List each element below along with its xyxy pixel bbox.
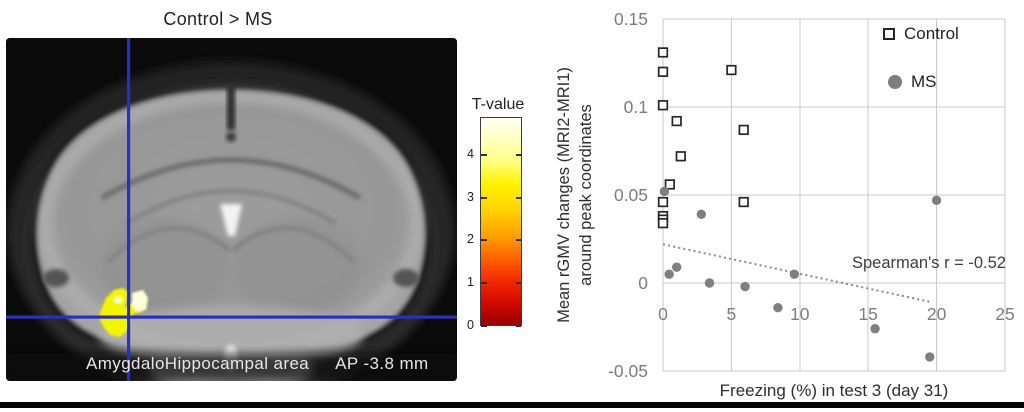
x-axis-label: Freezing (%) in test 3 (day 31): [719, 381, 949, 400]
control-point: [657, 66, 669, 77]
colorbar-tick-label: 1: [467, 275, 474, 290]
legend-ms-label: MS: [911, 72, 937, 91]
colorbar-tick-mark: [481, 196, 487, 199]
activation-cluster: [99, 288, 148, 337]
y-tick-label: 0: [638, 273, 648, 293]
x-tick-label: 15: [858, 304, 878, 324]
ms-point: [740, 281, 750, 292]
midline-groove: [227, 84, 235, 130]
control-legend-marker-icon: [883, 28, 895, 40]
ms-point: [870, 324, 880, 334]
y-tick-label: 0.05: [613, 185, 648, 205]
lateral-dark-right: [393, 269, 419, 287]
colorbar-tick-mark: [516, 196, 521, 199]
colorbar-tick-label: 4: [467, 146, 474, 161]
thalamus-right: [232, 218, 360, 314]
corpus-callosum: [100, 157, 362, 201]
colorbar-title: T-value: [471, 96, 525, 113]
mri-frame: AmygdaloHippocampal area AP -3.8 mm: [6, 38, 457, 381]
control-point: [657, 196, 669, 208]
y-axis-label-line1: Mean rGMV changes (MRI2-MRI1): [555, 67, 573, 323]
x-tick-label: 0: [658, 304, 668, 324]
x-tick-label: 25: [995, 304, 1015, 324]
control-point: [664, 179, 675, 190]
control-point: [657, 47, 669, 58]
colorbar-tick-mark: [516, 282, 521, 285]
activation-peak: [114, 297, 122, 303]
ap-coordinate-label: AP -3.8 mm: [335, 354, 429, 373]
colorbar-tick-label: 3: [467, 189, 474, 204]
figure-bottom-border: [0, 402, 1024, 408]
colorbar: [480, 117, 522, 326]
ms-legend-marker-icon: [888, 75, 902, 89]
x-tick-label: 10: [790, 304, 810, 324]
mri-caption: AmygdaloHippocampal area AP -3.8 mm: [86, 354, 451, 374]
control-point: [657, 218, 669, 229]
lateral-dark-left: [43, 269, 69, 287]
ms-point: [696, 209, 707, 220]
y-tick-label: 0.1: [623, 97, 648, 117]
colorbar-tick-mark: [516, 239, 521, 242]
colorbar-tick-mark: [481, 239, 487, 242]
legend-control: Control: [883, 24, 959, 44]
control-point: [657, 100, 669, 111]
y-axis-label-line2: around peak coordinates: [577, 104, 595, 286]
ms-point: [659, 186, 670, 197]
ms-point: [704, 278, 715, 288]
ms-point: [773, 302, 783, 313]
midline-notch: [226, 132, 236, 142]
x-tick-label: 20: [926, 304, 947, 324]
crosshair-vertical-line: [127, 38, 131, 381]
control-point: [671, 115, 682, 127]
ms-point: [931, 195, 942, 205]
inner-band: [125, 189, 337, 226]
control-point: [675, 151, 686, 162]
colorbar-tick-label: 0: [467, 318, 474, 332]
colorbar-tick-label: 2: [467, 232, 474, 247]
ms-point: [925, 352, 935, 362]
legend-ms: MS: [888, 72, 937, 92]
thalamus-left: [102, 218, 230, 314]
caption-strip: [6, 354, 457, 381]
colorbar-tick-mark: [481, 153, 487, 156]
colorbar-tick-mark: [481, 282, 487, 285]
control-point: [738, 124, 749, 136]
trendline: [662, 243, 933, 304]
y-tick-label: -0.05: [608, 361, 648, 381]
legend-control-label: Control: [904, 24, 959, 43]
brain-mri-image: [6, 38, 457, 381]
activation-highlight: [132, 290, 148, 311]
ms-point: [664, 269, 674, 279]
midline-bright-top: [220, 204, 242, 236]
spearman-annotation: Spearman's r = -0.52: [851, 254, 1006, 272]
y-tick-label: 0.15: [613, 9, 648, 29]
colorbar-tick-mark: [481, 325, 487, 327]
control-point: [726, 64, 737, 76]
x-tick-label: 5: [726, 304, 737, 324]
colorbar-tick-mark: [516, 153, 521, 156]
crosshair-horizontal-line: [6, 315, 457, 319]
region-label: AmygdaloHippocampal area: [86, 354, 310, 373]
control-point: [738, 196, 749, 208]
contrast-title: Control > MS: [163, 9, 273, 29]
y-axis-label: Mean rGMV changes (MRI2-MRI1) around pea…: [553, 19, 597, 371]
ms-point: [671, 262, 682, 272]
colorbar-tick-mark: [516, 325, 521, 327]
ms-point: [789, 269, 800, 279]
